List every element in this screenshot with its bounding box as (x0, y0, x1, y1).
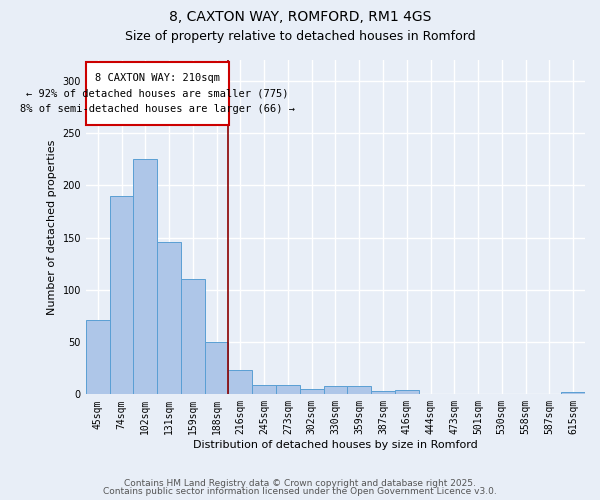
Bar (276, 385, 300, 394)
Text: 8% of semi-detached houses are larger (66) →: 8% of semi-detached houses are larger (6… (20, 104, 295, 114)
FancyBboxPatch shape (86, 62, 229, 125)
Bar (205, 342, 229, 394)
Text: Contains HM Land Registry data © Crown copyright and database right 2025.: Contains HM Land Registry data © Crown c… (124, 478, 476, 488)
X-axis label: Distribution of detached houses by size in Romford: Distribution of detached houses by size … (193, 440, 478, 450)
Text: ← 92% of detached houses are smaller (775): ← 92% of detached houses are smaller (77… (26, 88, 289, 98)
Bar (229, 370, 252, 394)
Text: 8 CAXTON WAY: 210sqm: 8 CAXTON WAY: 210sqm (95, 72, 220, 83)
Y-axis label: Number of detached properties: Number of detached properties (47, 140, 57, 315)
Bar (86, 320, 110, 394)
Bar (133, 160, 157, 394)
Text: Size of property relative to detached houses in Romford: Size of property relative to detached ho… (125, 30, 475, 43)
Text: Contains public sector information licensed under the Open Government Licence v3: Contains public sector information licen… (103, 487, 497, 496)
Bar (252, 385, 276, 394)
Bar (110, 196, 133, 394)
Bar (323, 386, 347, 394)
Bar (561, 392, 585, 394)
Bar (300, 389, 323, 394)
Bar (181, 280, 205, 394)
Bar (157, 242, 181, 394)
Text: 8, CAXTON WAY, ROMFORD, RM1 4GS: 8, CAXTON WAY, ROMFORD, RM1 4GS (169, 10, 431, 24)
Bar (395, 390, 419, 394)
Bar (347, 386, 371, 394)
Bar (371, 391, 395, 394)
